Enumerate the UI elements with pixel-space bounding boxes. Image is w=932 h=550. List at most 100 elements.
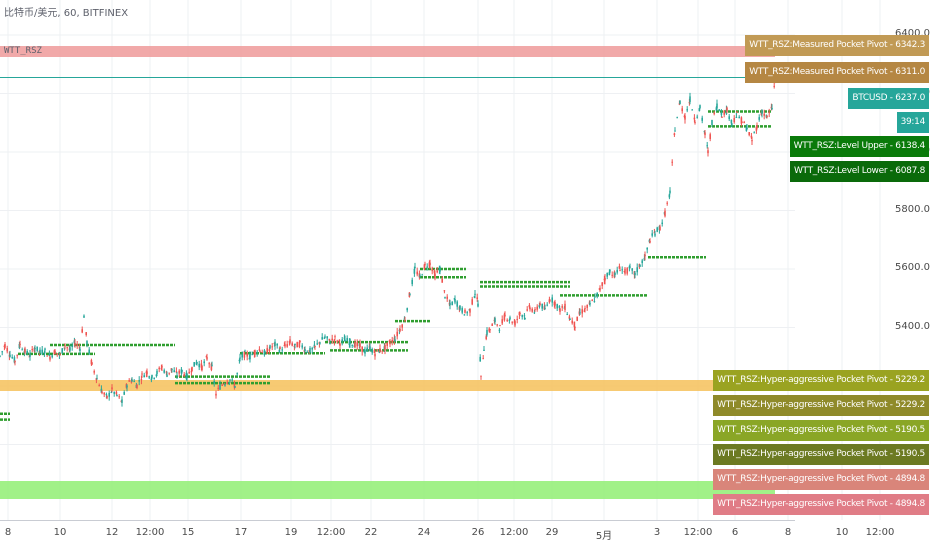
candle-body	[653, 232, 656, 234]
candle-body	[698, 108, 701, 112]
candle-body	[296, 342, 298, 348]
candle-body	[731, 123, 733, 125]
candle-body	[9, 354, 11, 357]
candle-body	[421, 274, 423, 276]
candle-body	[471, 299, 473, 305]
candle-body	[153, 377, 155, 379]
candle-body	[664, 210, 666, 217]
x-tick-label: 29	[545, 527, 559, 538]
candle-body	[258, 349, 261, 351]
candle-body	[464, 309, 466, 313]
candle-body	[755, 126, 758, 131]
candle-body	[534, 309, 536, 311]
candle-body	[239, 357, 241, 359]
candle-body	[71, 345, 73, 347]
candle-body	[636, 267, 638, 273]
candle-body	[576, 316, 578, 321]
candle-body	[175, 371, 178, 373]
candle-body	[215, 393, 217, 396]
candle-body	[486, 329, 488, 335]
candle-body	[491, 324, 493, 326]
candle-body	[444, 297, 446, 299]
candle-body	[696, 116, 698, 118]
candle-body	[111, 387, 113, 390]
candle-body	[746, 127, 748, 130]
candle-body	[29, 353, 31, 357]
candle-body	[118, 396, 120, 398]
candle-body	[384, 344, 386, 351]
candle-body	[461, 308, 463, 313]
candle-body	[4, 344, 6, 348]
candle-body	[238, 359, 241, 361]
candle-body	[686, 109, 688, 111]
candle-body	[469, 308, 471, 313]
candle-body	[544, 308, 546, 310]
candle-body	[163, 370, 165, 373]
x-tick-label: 8	[4, 527, 12, 538]
candle-body	[589, 303, 591, 305]
candle-body	[54, 350, 56, 355]
candle-body	[521, 315, 523, 317]
candle-body	[750, 135, 753, 138]
candle-body	[36, 346, 38, 351]
candle-body	[176, 375, 178, 377]
candle-body	[294, 343, 296, 346]
candle-body	[768, 112, 770, 114]
candle-body	[716, 103, 718, 109]
candle-body	[514, 321, 516, 326]
candle-body	[624, 268, 626, 274]
candle-body	[51, 355, 53, 358]
x-tick-label: 10	[835, 527, 849, 538]
price-label: WTT_RSZ:Hyper-aggressive Pocket Pivot - …	[713, 370, 929, 391]
candle-body	[171, 368, 173, 370]
candle-body	[234, 386, 236, 388]
candle-body	[69, 347, 71, 351]
candle-body	[388, 340, 391, 342]
candle-body	[18, 343, 21, 349]
candle-body	[289, 339, 291, 343]
candle-body	[503, 314, 506, 321]
candle-body	[599, 287, 601, 291]
candle-body	[568, 316, 571, 319]
candle-body	[538, 304, 541, 308]
candle-body	[389, 342, 391, 345]
candle-body	[466, 312, 468, 314]
candle-body	[735, 117, 738, 119]
candle-body	[108, 392, 110, 397]
candle-body	[221, 384, 223, 386]
pivot-band	[0, 46, 775, 57]
candle-body	[673, 133, 676, 136]
candle-body	[556, 304, 558, 309]
candle-body	[596, 292, 598, 297]
candle-body	[474, 293, 476, 295]
candle-body	[233, 384, 236, 388]
candle-body	[573, 321, 576, 328]
candle-body	[741, 121, 743, 123]
candle-body	[693, 117, 696, 120]
candle-body	[511, 321, 513, 323]
candle-body	[217, 387, 219, 389]
candle-body	[758, 117, 760, 120]
candle-body	[608, 271, 611, 276]
candle-body	[723, 110, 725, 115]
candle-body	[133, 381, 135, 383]
candle-body	[361, 346, 363, 352]
candle-body	[483, 349, 485, 351]
candle-body	[551, 297, 553, 303]
price-label: 39:14	[896, 112, 929, 133]
candle-body	[433, 270, 436, 274]
candle-body	[284, 344, 286, 347]
price-label: WTT_RSZ:Measured Pocket Pivot - 6311.0	[745, 62, 929, 83]
candle-body	[93, 371, 95, 373]
candle-body	[299, 340, 301, 342]
x-tick-label: 6	[731, 527, 739, 538]
candle-body	[364, 349, 366, 354]
candle-body	[429, 262, 431, 266]
candle-body	[516, 318, 518, 320]
candle-body	[304, 349, 306, 352]
candle-body	[188, 371, 190, 374]
candle-body	[726, 107, 728, 112]
pivot-band	[0, 481, 775, 499]
candle-body	[74, 343, 76, 346]
